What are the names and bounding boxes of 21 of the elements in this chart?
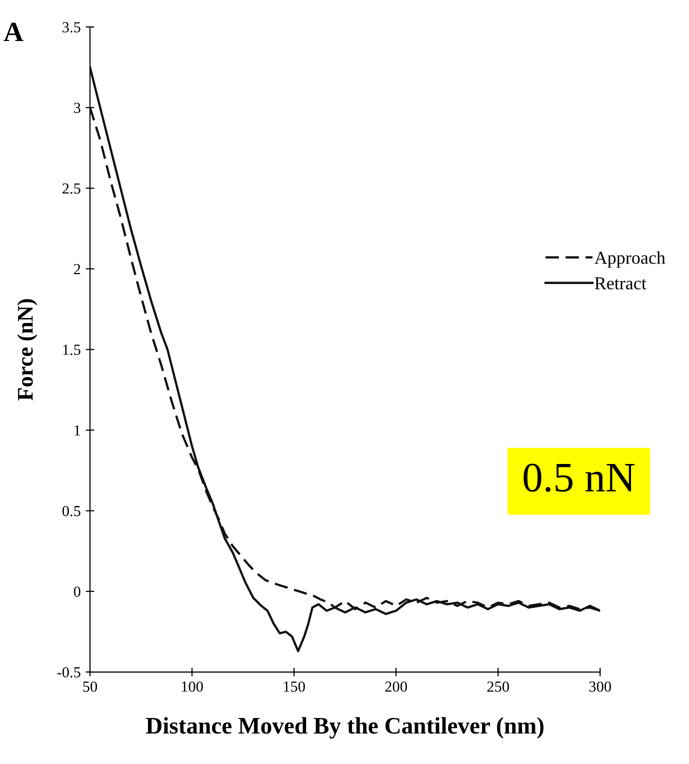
x-tick-label: 250 [487, 681, 509, 692]
x-tick-label: 150 [284, 681, 305, 692]
y-tick-label: 1.5 [63, 344, 80, 356]
legend-label: Approach [594, 251, 666, 268]
y-tick-label: 0 [74, 586, 80, 597]
y-tick-label: 1 [74, 425, 80, 436]
y-tick-label: 3 [74, 102, 80, 114]
y-axis-title: Force (nN) [17, 299, 38, 400]
x-tick-label: 100 [182, 681, 203, 692]
x-axis-title: Distance Moved By the Cantilever (nm) [146, 717, 544, 739]
y-tick-label: 0.5 [62, 506, 80, 516]
x-tick-label: 200 [385, 681, 407, 692]
x-tick-label: 50 [83, 681, 98, 692]
y-tick-label: 2.5 [62, 183, 80, 194]
legend-label: Retract [594, 277, 646, 290]
annotation: 0.5 nN [524, 464, 635, 492]
x-tick-label: 300 [589, 681, 611, 692]
text: A [4, 22, 24, 42]
y-tick-label: 2 [74, 264, 80, 274]
y-tick-label: 3.5 [62, 22, 80, 32]
y-tick-label: -0.5 [57, 667, 80, 678]
